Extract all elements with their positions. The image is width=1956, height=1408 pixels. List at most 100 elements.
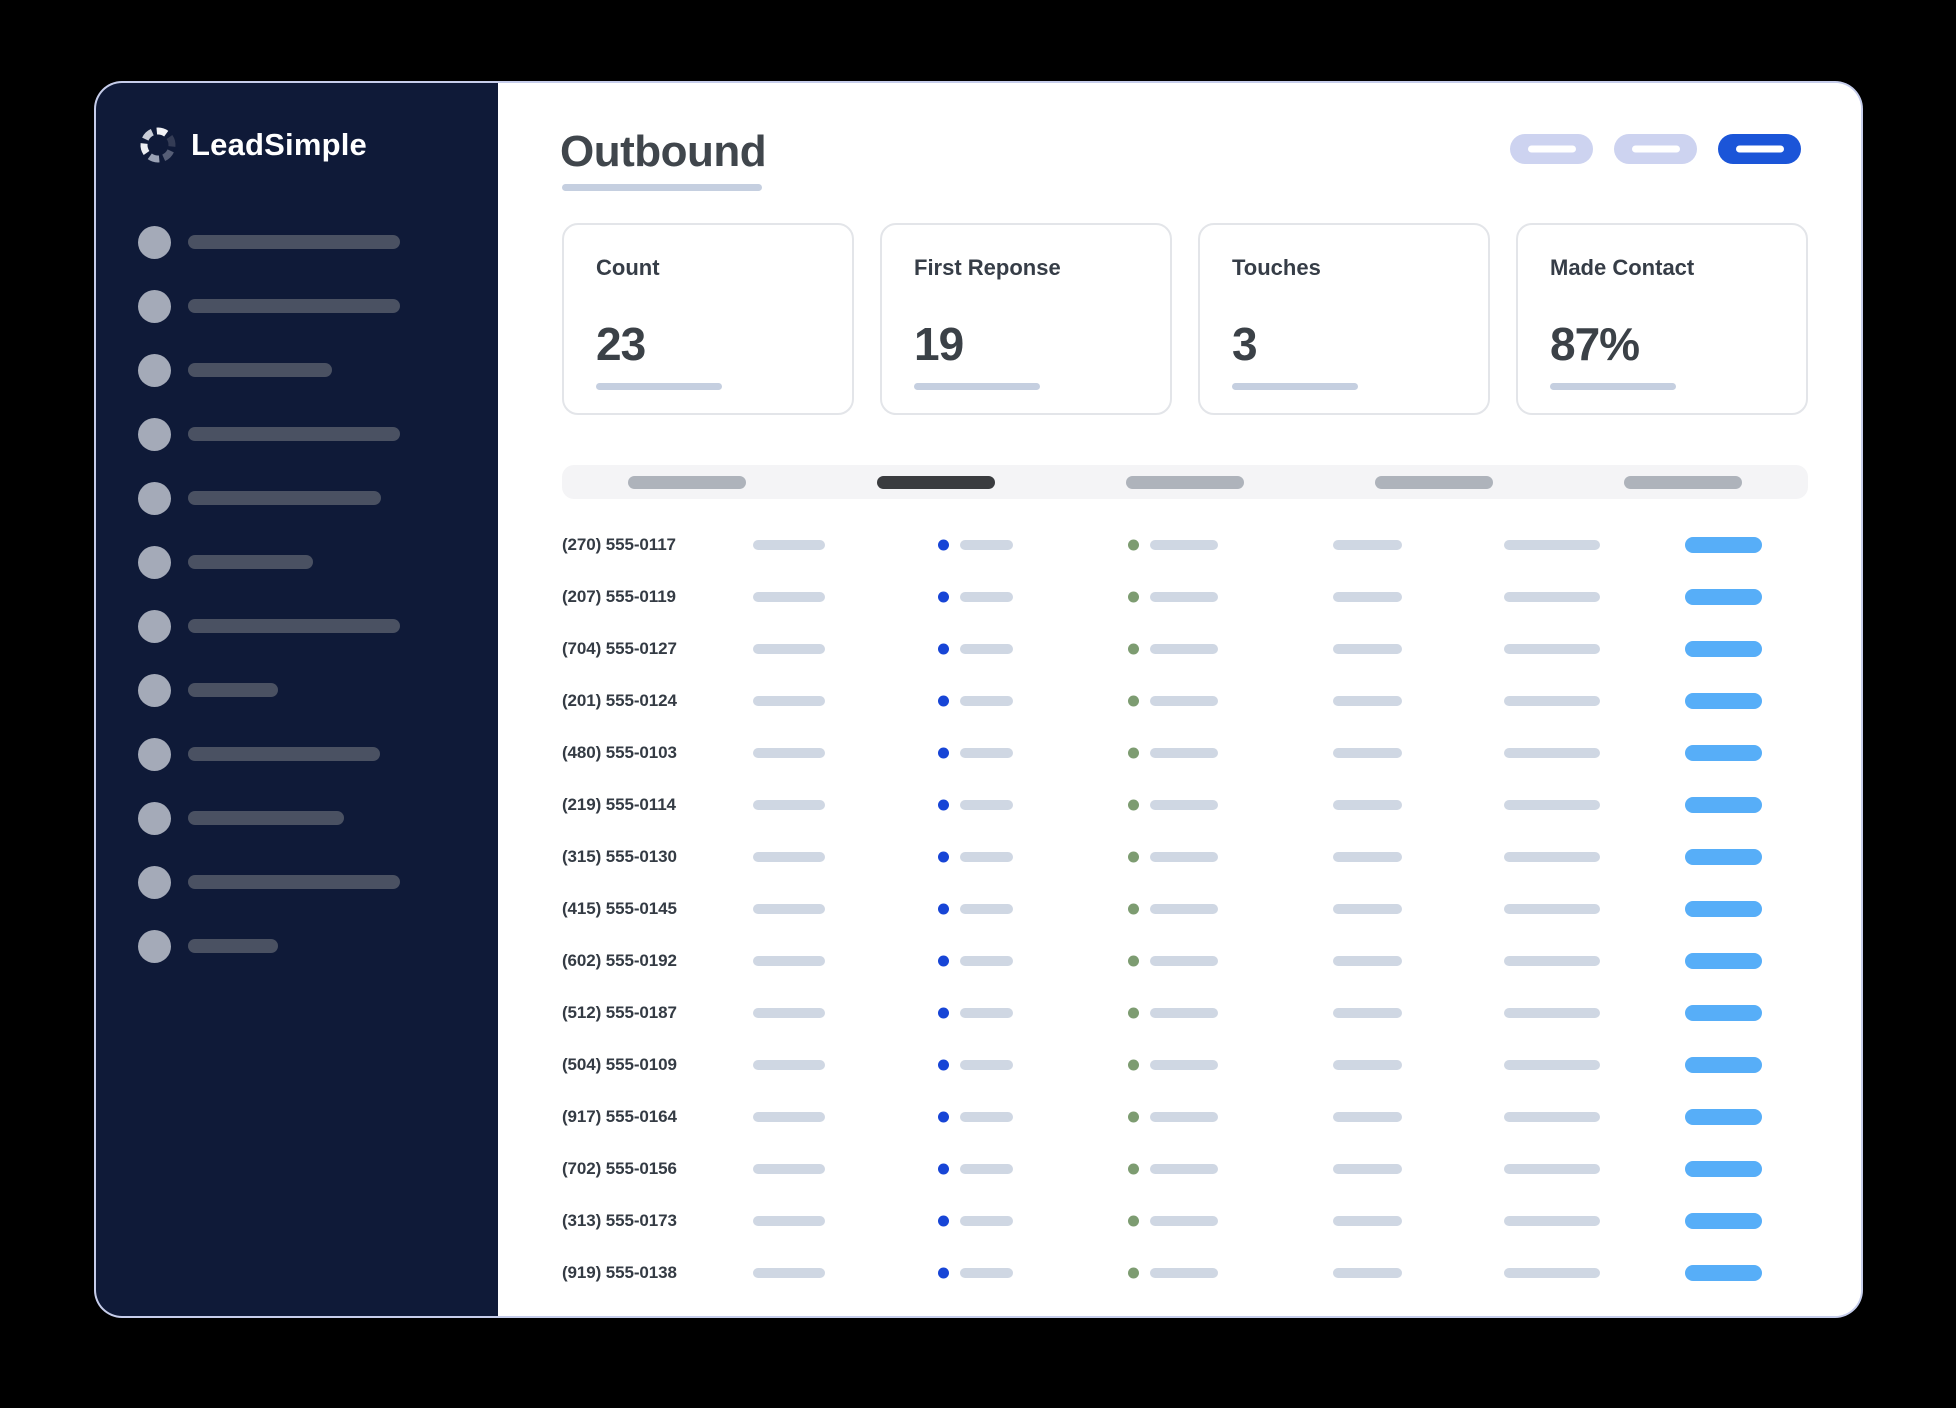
- table-row[interactable]: (917) 555-0164: [562, 1091, 1808, 1143]
- table-row[interactable]: (270) 555-0117: [562, 519, 1808, 571]
- table-row[interactable]: (219) 555-0114: [562, 779, 1808, 831]
- stat-label: Made Contact: [1550, 255, 1695, 280]
- stat-card: Made Contact 87%: [1516, 223, 1808, 415]
- row-placeholder-bar: [960, 748, 1013, 758]
- stat-value: 19: [914, 318, 964, 370]
- row-placeholder-bar: [1333, 1008, 1402, 1018]
- status-dot-blue: [938, 747, 949, 759]
- status-dot-blue: [938, 903, 949, 915]
- row-action-pill[interactable]: [1685, 589, 1762, 605]
- table-row[interactable]: (207) 555-0119: [562, 571, 1808, 623]
- table-row[interactable]: (415) 555-0145: [562, 883, 1808, 935]
- toolbar-pill-button[interactable]: [1614, 134, 1697, 164]
- sidebar-item[interactable]: [138, 274, 468, 338]
- row-action-pill[interactable]: [1685, 797, 1762, 813]
- row-action-pill[interactable]: [1685, 537, 1762, 553]
- sidebar-item-label-placeholder: [188, 235, 400, 249]
- sidebar-item[interactable]: [138, 914, 468, 978]
- row-placeholder-bar: [1150, 592, 1218, 602]
- row-placeholder-bar: [753, 1008, 825, 1018]
- table-row[interactable]: (702) 555-0156: [562, 1143, 1808, 1195]
- row-placeholder-bar: [1333, 644, 1402, 654]
- table-row[interactable]: (480) 555-0103: [562, 727, 1808, 779]
- row-placeholder-bar: [1150, 540, 1218, 550]
- row-action-pill[interactable]: [1685, 1109, 1762, 1125]
- sidebar-item[interactable]: [138, 658, 468, 722]
- row-placeholder-bar: [753, 1164, 825, 1174]
- row-phone-number: (702) 555-0156: [562, 1159, 677, 1178]
- stat-cards: Count 23 First Reponse 19 Touches 3: [562, 223, 1808, 415]
- sidebar-item[interactable]: [138, 786, 468, 850]
- brand-logo: LeadSimple: [138, 125, 367, 165]
- table-row[interactable]: (704) 555-0127: [562, 623, 1808, 675]
- sidebar-item-icon: [138, 545, 171, 579]
- sidebar-item[interactable]: [138, 850, 468, 914]
- row-action-pill[interactable]: [1685, 849, 1762, 865]
- app-window: LeadSimple: [94, 81, 1863, 1318]
- row-action-pill[interactable]: [1685, 1213, 1762, 1229]
- sidebar-item-label-placeholder: [188, 811, 344, 825]
- table-row[interactable]: (313) 555-0173: [562, 1195, 1808, 1247]
- view-toggle-group: [1510, 134, 1801, 164]
- row-phone-number: (602) 555-0192: [562, 951, 677, 970]
- status-dot-blue: [938, 1215, 949, 1227]
- row-action-pill[interactable]: [1685, 1265, 1762, 1281]
- row-placeholder-bar: [1504, 1112, 1600, 1122]
- stat-underline: [1232, 383, 1358, 390]
- row-placeholder-bar: [1150, 800, 1218, 810]
- row-placeholder-bar: [1150, 748, 1218, 758]
- row-placeholder-bar: [1504, 696, 1600, 706]
- row-placeholder-bar: [960, 1268, 1013, 1278]
- sidebar-item-label-placeholder: [188, 875, 400, 889]
- table-header-cell[interactable]: [1375, 475, 1494, 489]
- table-header: [562, 465, 1808, 499]
- row-action-pill[interactable]: [1685, 693, 1762, 709]
- leadsimple-logo-icon: [140, 127, 176, 163]
- row-placeholder-bar: [1150, 1164, 1218, 1174]
- row-placeholder-bar: [753, 1112, 825, 1122]
- toolbar-pill-button[interactable]: [1718, 134, 1801, 164]
- row-action-pill[interactable]: [1685, 1161, 1762, 1177]
- table-row[interactable]: (201) 555-0124: [562, 675, 1808, 727]
- stat-label: First Reponse: [914, 255, 1061, 280]
- row-placeholder-bar: [1504, 1008, 1600, 1018]
- row-placeholder-bar: [1150, 696, 1218, 706]
- row-placeholder-bar: [1150, 852, 1218, 862]
- table-header-cell[interactable]: [876, 475, 995, 489]
- row-action-pill[interactable]: [1685, 1057, 1762, 1073]
- sidebar-item[interactable]: [138, 466, 468, 530]
- sidebar-item-label-placeholder: [188, 939, 278, 953]
- sidebar-item[interactable]: [138, 210, 468, 274]
- row-placeholder-bar: [1150, 1008, 1218, 1018]
- table-row[interactable]: (512) 555-0187: [562, 987, 1808, 1039]
- row-action-pill[interactable]: [1685, 901, 1762, 917]
- table-row[interactable]: (504) 555-0109: [562, 1039, 1808, 1091]
- title-underline: [562, 184, 762, 191]
- row-placeholder-bar: [960, 1164, 1013, 1174]
- row-action-pill[interactable]: [1685, 641, 1762, 657]
- table-header-cell[interactable]: [627, 475, 746, 489]
- row-action-pill[interactable]: [1685, 953, 1762, 969]
- sidebar-item[interactable]: [138, 722, 468, 786]
- status-dot-green: [1128, 695, 1139, 707]
- row-action-pill[interactable]: [1685, 1005, 1762, 1021]
- row-placeholder-bar: [753, 696, 825, 706]
- row-placeholder-bar: [1150, 956, 1218, 966]
- status-dot-green: [1128, 747, 1139, 759]
- row-phone-number: (917) 555-0164: [562, 1107, 677, 1126]
- toolbar-pill-button[interactable]: [1510, 134, 1593, 164]
- table-header-cell[interactable]: [1125, 475, 1244, 489]
- sidebar-item[interactable]: [138, 338, 468, 402]
- row-phone-number: (504) 555-0109: [562, 1055, 677, 1074]
- table-row[interactable]: (315) 555-0130: [562, 831, 1808, 883]
- row-action-pill[interactable]: [1685, 745, 1762, 761]
- sidebar-item[interactable]: [138, 402, 468, 466]
- row-placeholder-bar: [1333, 1060, 1402, 1070]
- table-header-cell[interactable]: [1624, 475, 1743, 489]
- sidebar-item[interactable]: [138, 530, 468, 594]
- row-placeholder-bar: [960, 540, 1013, 550]
- table-row[interactable]: (602) 555-0192: [562, 935, 1808, 987]
- sidebar-item[interactable]: [138, 594, 468, 658]
- table-row[interactable]: (919) 555-0138: [562, 1247, 1808, 1299]
- row-placeholder-bar: [1504, 1268, 1600, 1278]
